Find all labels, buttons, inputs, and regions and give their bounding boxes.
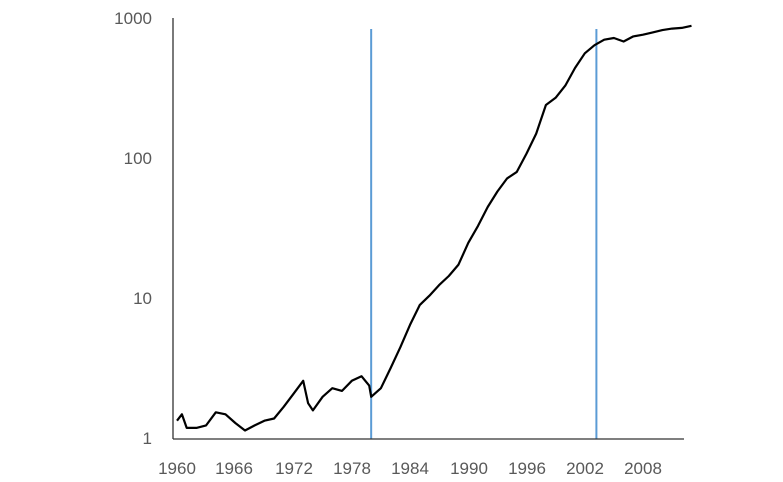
x-tick-label-1972: 1972 <box>275 459 313 478</box>
series-layer <box>176 24 692 432</box>
y-tick-label-1000: 1000 <box>114 9 152 28</box>
x-tick-label-1990: 1990 <box>450 459 488 478</box>
x-tick-label-1978: 1978 <box>333 459 371 478</box>
y-tick-label-100: 100 <box>124 149 152 168</box>
y-tick-label-1: 1 <box>143 429 152 448</box>
x-tick-label-1966: 1966 <box>215 459 253 478</box>
x-tick-label-1960: 1960 <box>158 459 196 478</box>
series-line-1 <box>176 24 692 432</box>
x-axis-tick-labels: 1960 1966 1972 1978 1984 1990 1996 2002 … <box>158 459 662 478</box>
y-axis-tick-labels: 1000 100 10 1 <box>114 9 152 448</box>
y-tick-label-10: 10 <box>133 289 152 308</box>
x-tick-label-2002: 2002 <box>566 459 604 478</box>
x-tick-label-1984: 1984 <box>391 459 429 478</box>
vertical-marker-lines <box>370 29 598 439</box>
x-tick-label-2008: 2008 <box>624 459 662 478</box>
x-tick-label-1996: 1996 <box>508 459 546 478</box>
